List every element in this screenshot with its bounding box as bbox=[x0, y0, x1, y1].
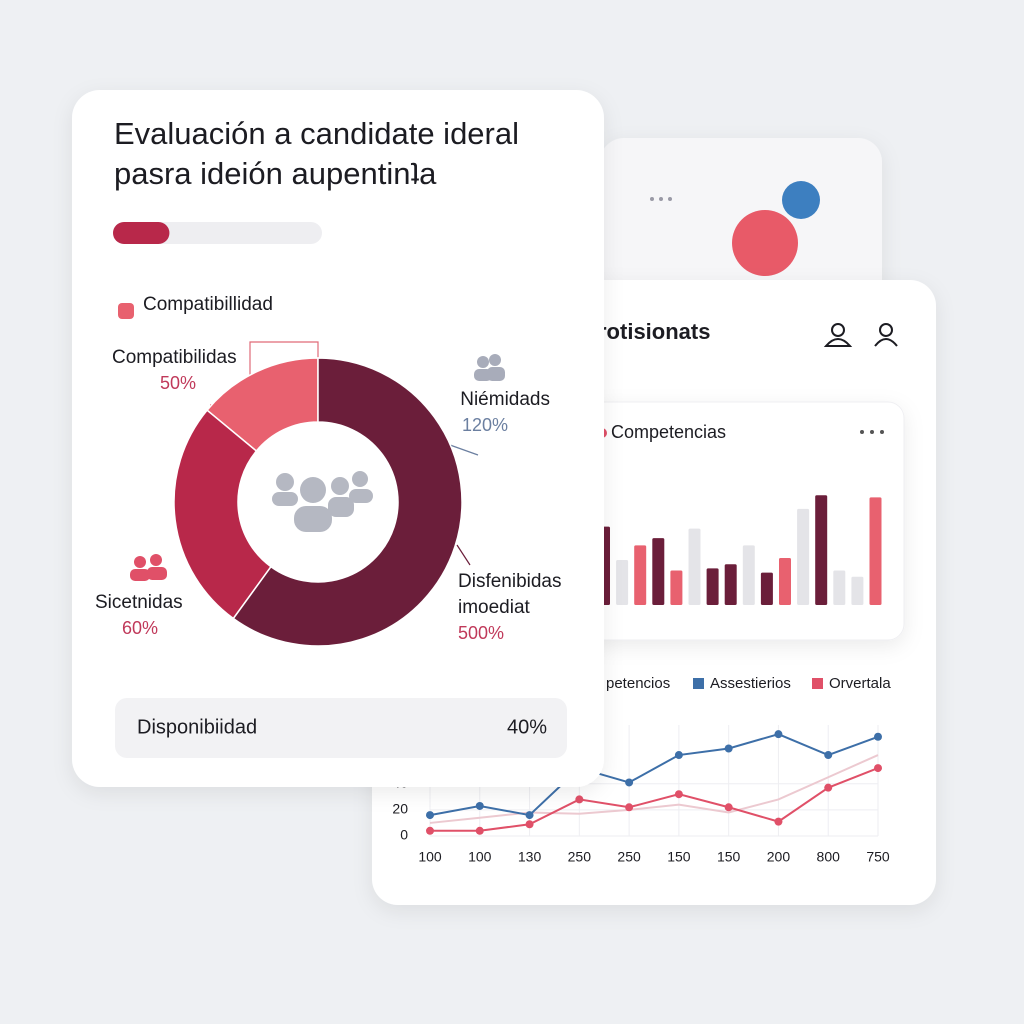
annotation-value: 120% bbox=[462, 415, 508, 435]
series-point bbox=[525, 820, 534, 829]
series-point bbox=[525, 811, 534, 820]
series-point bbox=[625, 803, 634, 812]
series-point bbox=[874, 764, 882, 773]
annotation-label: Niémidads bbox=[460, 389, 550, 410]
x-tick-label: 100 bbox=[418, 849, 442, 865]
annotation-label: imoediat bbox=[458, 597, 531, 618]
decor-circle bbox=[782, 181, 820, 219]
annotation-value: 500% bbox=[458, 623, 504, 643]
people-icon bbox=[272, 471, 373, 532]
series-point bbox=[475, 826, 484, 835]
donut-slice bbox=[173, 409, 273, 620]
people-icon bbox=[130, 554, 167, 581]
legend-swatch bbox=[118, 303, 134, 319]
series-point bbox=[824, 751, 833, 760]
series-point bbox=[674, 751, 683, 760]
footer-value: 40% bbox=[507, 716, 547, 738]
bar bbox=[616, 560, 629, 605]
front-card bbox=[72, 90, 604, 787]
footer-label: Disponibiidad bbox=[137, 716, 257, 738]
menu-dots[interactable] bbox=[650, 197, 672, 201]
x-tick-label: 250 bbox=[617, 849, 641, 865]
series-point bbox=[724, 744, 733, 753]
annotation-label: Compatibilidas bbox=[112, 347, 237, 368]
series-point bbox=[426, 811, 434, 820]
annotation-label: Disfenibidas bbox=[458, 571, 562, 592]
footer-box bbox=[115, 698, 567, 758]
x-tick-label: 130 bbox=[518, 849, 542, 865]
series-point bbox=[824, 783, 833, 792]
bar bbox=[688, 528, 701, 605]
annotation-value: 50% bbox=[160, 373, 196, 393]
title-line: pasra ideión aupentinʇa bbox=[114, 156, 437, 191]
series-point bbox=[774, 817, 783, 826]
bar bbox=[652, 538, 665, 605]
y-tick-label: 0 bbox=[400, 827, 408, 843]
card-title: rotisionats bbox=[598, 319, 710, 344]
bar bbox=[779, 557, 791, 605]
bar bbox=[670, 570, 683, 605]
series-point bbox=[575, 795, 584, 804]
series-point bbox=[475, 801, 484, 810]
legend-label: Assestierios bbox=[710, 675, 791, 692]
bar bbox=[724, 564, 737, 605]
bar-chart bbox=[598, 495, 882, 605]
people-icon bbox=[474, 354, 505, 381]
legend-swatch bbox=[812, 678, 823, 689]
user-icon[interactable] bbox=[874, 323, 898, 347]
bar bbox=[833, 570, 846, 605]
bar bbox=[797, 508, 810, 605]
bar bbox=[742, 545, 755, 605]
x-tick-label: 250 bbox=[568, 849, 592, 865]
legend-label: Orvertala bbox=[829, 675, 891, 692]
x-tick-label: 800 bbox=[817, 849, 841, 865]
x-tick-label: 750 bbox=[866, 849, 890, 865]
user-icon[interactable] bbox=[823, 323, 853, 347]
x-tick-label: 100 bbox=[468, 849, 492, 865]
progress-fill bbox=[113, 222, 170, 244]
annotation-value: 60% bbox=[122, 618, 158, 638]
donut-slice bbox=[232, 357, 463, 647]
x-tick-label: 150 bbox=[717, 849, 741, 865]
series-line bbox=[429, 733, 879, 817]
y-tick-label: 20 bbox=[392, 801, 408, 817]
bar bbox=[869, 497, 882, 605]
title-line: Evaluación a candidate ideral bbox=[114, 116, 519, 151]
front-card-group: Evaluación a candidate ideral pasra idei… bbox=[72, 90, 604, 787]
bar bbox=[634, 545, 647, 605]
bar-card-title: Competencias bbox=[611, 422, 726, 442]
bar bbox=[760, 572, 773, 605]
bar bbox=[815, 495, 828, 605]
legend-label: petencios bbox=[606, 675, 670, 692]
bar bbox=[706, 568, 719, 605]
series-line bbox=[430, 767, 879, 832]
series-point bbox=[674, 790, 683, 799]
bar bbox=[851, 576, 864, 605]
x-tick-label: 200 bbox=[767, 849, 791, 865]
series-point bbox=[625, 778, 634, 787]
x-tick-label: 150 bbox=[667, 849, 691, 865]
series-line bbox=[429, 754, 879, 824]
annotation-label: Sicetnidas bbox=[95, 592, 183, 613]
series-point bbox=[774, 730, 783, 739]
line-chart: 02040100100130250250150150200800750peten… bbox=[392, 675, 891, 865]
series-point bbox=[426, 826, 434, 835]
decor-circle bbox=[732, 210, 798, 276]
series-point bbox=[874, 732, 882, 741]
series-point bbox=[724, 803, 733, 812]
legend-label: Compatibillidad bbox=[143, 294, 273, 315]
menu-dots[interactable] bbox=[860, 430, 884, 434]
legend-swatch bbox=[693, 678, 704, 689]
